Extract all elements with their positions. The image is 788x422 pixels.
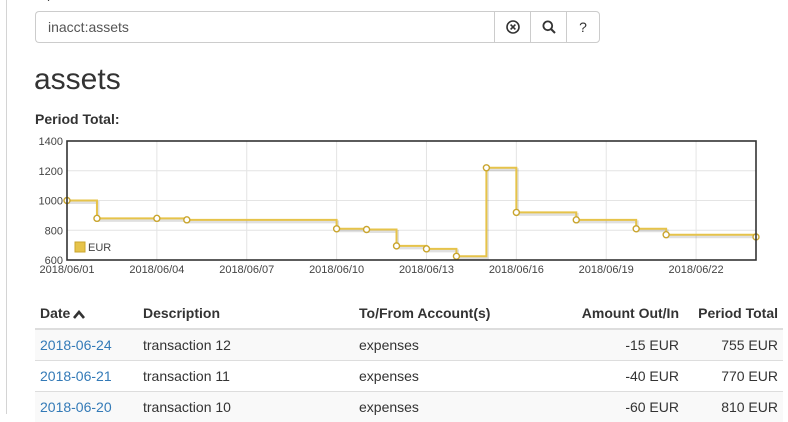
page-heading-fragment: ʼ ᵎ [35,0,51,9]
data-point [94,215,100,221]
transaction-date-link[interactable]: 2018-06-20 [40,399,112,415]
data-point [184,217,190,223]
clear-search-button[interactable] [494,11,531,43]
data-point [364,227,370,233]
period-total-label: Period Total: [35,111,120,127]
transaction-date-link[interactable]: 2018-06-21 [40,368,112,384]
data-point [394,243,400,249]
transactions-table: Date Description To/From Account(s) Amou… [35,298,783,422]
y-tick-label: 1400 [39,136,63,148]
magnifier-icon [542,20,556,34]
search-input[interactable] [35,11,494,43]
row-period-total: 770 EUR [684,361,783,392]
data-point [154,215,160,221]
data-point [663,232,669,238]
x-tick-label: 2018/06/04 [129,264,184,276]
circle-x-icon [506,20,520,34]
row-amount: -15 EUR [532,329,684,361]
help-button[interactable]: ? [566,11,600,43]
row-period-total: 755 EUR [684,329,783,361]
x-tick-label: 2018/06/13 [399,264,454,276]
x-tick-label: 2018/06/16 [489,264,544,276]
search-bar: ? [35,11,604,43]
legend-swatch [75,242,85,252]
row-period-total: 810 EUR [684,392,783,422]
y-tick-label: 1000 [39,196,63,208]
account-column-header[interactable]: To/From Account(s) [354,298,532,329]
data-point [573,217,579,223]
row-date-cell: 2018-06-20 [35,392,138,422]
row-account[interactable]: expenses [354,361,532,392]
x-tick-label: 2018/06/01 [39,264,94,276]
row-amount: -60 EUR [532,392,684,422]
date-header-label: Date [40,305,70,321]
row-description: transaction 11 [138,361,354,392]
table-header-row: Date Description To/From Account(s) Amou… [35,298,783,329]
sort-ascending-icon [73,310,85,319]
page-title: assets [34,62,121,98]
legend-label: EUR [88,242,111,254]
amount-column-header[interactable]: Amount Out/In [532,298,684,329]
transaction-date-link[interactable]: 2018-06-24 [40,337,112,353]
row-account[interactable]: expenses [354,392,532,422]
date-column-header[interactable]: Date [35,298,138,329]
y-tick-label: 800 [45,225,63,237]
data-point [483,165,489,171]
x-tick-label: 2018/06/19 [579,264,634,276]
x-tick-label: 2018/06/22 [669,264,724,276]
search-button[interactable] [530,11,567,43]
data-point [633,226,639,232]
x-tick-label: 2018/06/10 [309,264,364,276]
description-column-header[interactable]: Description [138,298,354,329]
data-point [423,246,429,252]
page-left-border [6,0,7,414]
data-point [453,253,459,259]
y-tick-label: 1200 [39,166,63,178]
row-date-cell: 2018-06-21 [35,361,138,392]
row-amount: -40 EUR [532,361,684,392]
row-date-cell: 2018-06-24 [35,329,138,361]
data-point [334,226,340,232]
row-description: transaction 10 [138,392,354,422]
x-tick-label: 2018/06/07 [219,264,274,276]
row-description: transaction 12 [138,329,354,361]
total-column-header[interactable]: Period Total [684,298,783,329]
data-point [513,209,519,215]
row-account[interactable]: expenses [354,329,532,361]
